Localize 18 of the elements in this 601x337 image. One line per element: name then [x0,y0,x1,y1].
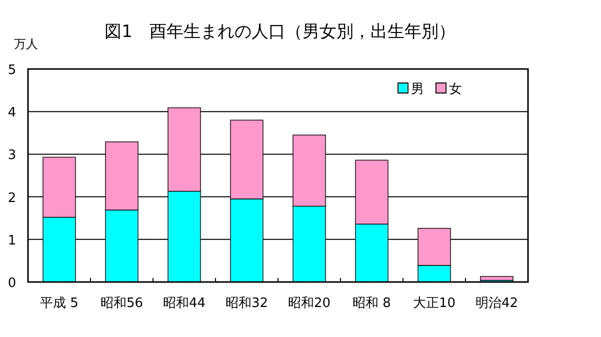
legend-label: 男 [411,82,424,97]
y-axis-title: 万人 [14,37,38,51]
x-tick-label: 昭和44 [162,296,206,311]
y-tick-label: 1 [8,233,16,248]
y-tick-label: 3 [8,148,16,164]
x-tick-label: 大正10 [412,296,456,311]
x-tick-label: 昭和56 [100,296,144,311]
x-tick-label: 明治42 [475,296,518,311]
x-tick-label: 昭和20 [288,296,331,311]
legend-label: 女 [449,82,462,97]
x-tick-label: 昭和32 [225,296,268,311]
y-tick-label: 5 [8,63,16,78]
x-tick-label: 平成 5 [40,296,78,311]
chart-title: 図1 酉年生まれの人口（男女別，出生年別） [104,22,456,42]
x-tick-label: 昭和 8 [352,296,391,311]
y-tick-label: 4 [8,106,16,121]
y-tick-label: 2 [8,190,16,206]
y-tick-label: 0 [8,276,16,291]
